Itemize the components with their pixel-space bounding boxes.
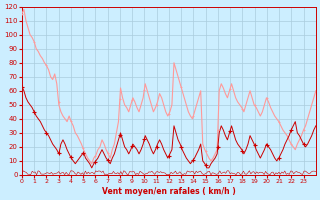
X-axis label: Vent moyen/en rafales ( km/h ): Vent moyen/en rafales ( km/h ) (102, 187, 236, 196)
